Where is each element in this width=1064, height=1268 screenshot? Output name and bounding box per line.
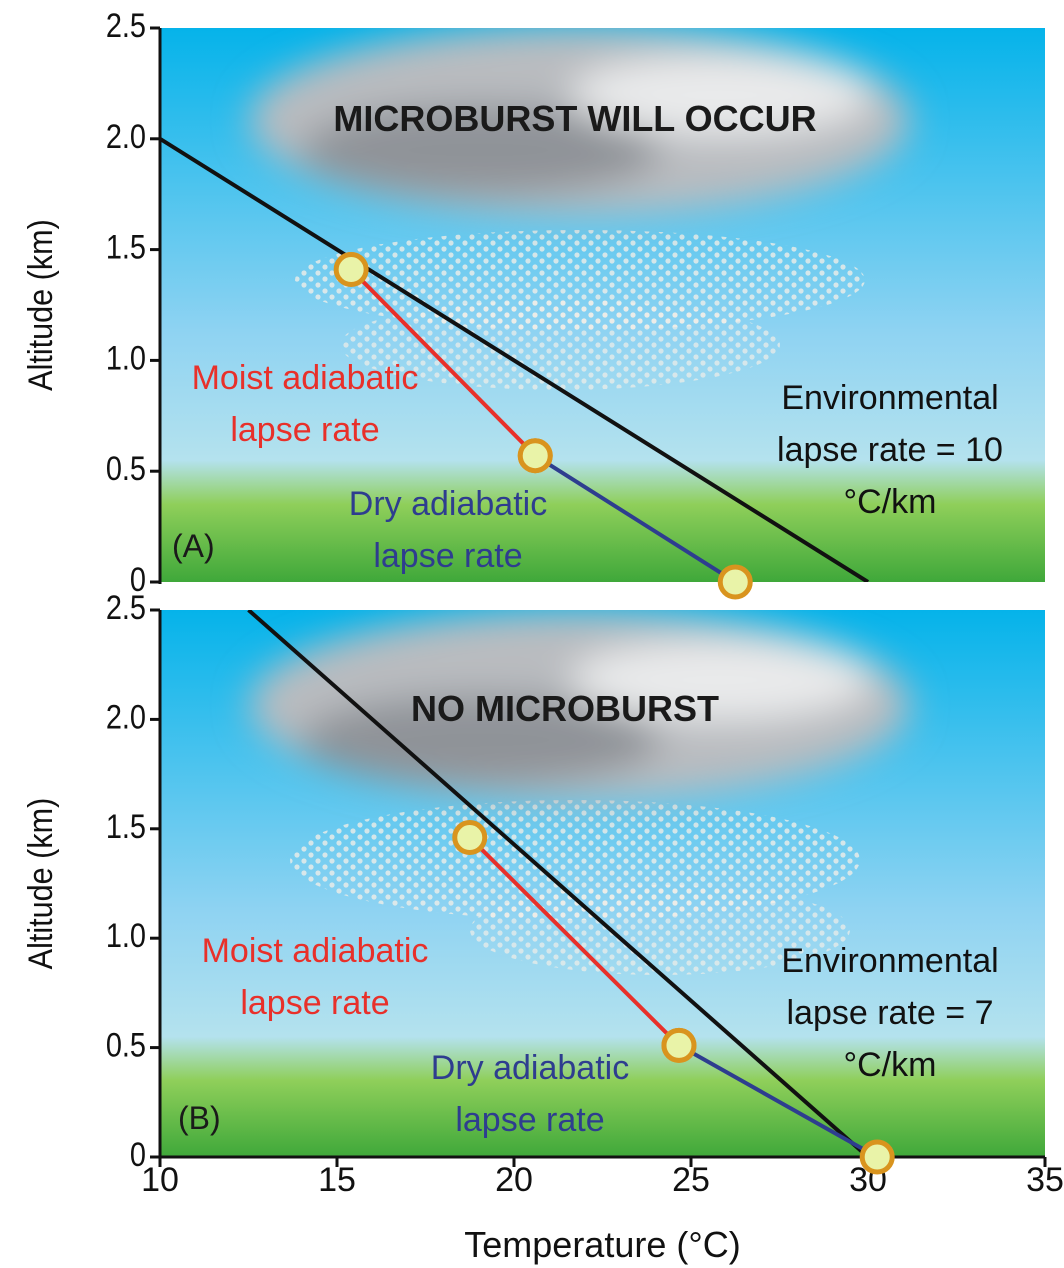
y-tick-label: 2.0 [106,697,146,736]
x-tick-label: 25 [672,1161,710,1199]
y-axis-label: Altitude (km) [22,798,60,970]
parcel-point [517,438,553,474]
y-tick-label: 2.0 [106,117,146,156]
x-tick-label: 15 [318,1161,356,1199]
lapse-line [349,268,537,458]
plot-lines [160,137,870,582]
series-label: Moist adiabatic lapse rate [201,932,429,1022]
parcel-point [452,820,488,856]
series-label: Environmental lapse rate = 10 °C/km [777,379,1003,521]
parcel-point [859,1139,895,1175]
y-tick-label: 0.5 [106,1025,146,1064]
y-tick-label: 1.5 [106,807,146,846]
x-tick-label: 20 [495,1161,533,1199]
series-label: Moist adiabatic lapse rate [191,359,419,449]
y-tick-label: 0 [130,1135,146,1174]
y-tick-label: 1.5 [106,227,146,266]
y-tick-label: 0 [130,560,146,599]
y-tick-label: 2.5 [106,588,146,627]
y-tick-label: 0.5 [106,449,146,488]
y-tick-label: 1.0 [106,338,146,377]
panel-background [160,610,1045,1157]
y-axis-label: Altitude (km) [22,219,60,391]
panel-title: NO MICROBURST [411,688,719,729]
lapse-line [534,453,737,582]
panel-label: (B) [178,1100,221,1136]
y-tick-label: 2.5 [106,6,146,45]
x-axis-label: Temperature (°C) [464,1224,740,1265]
panel-label: (A) [172,528,215,564]
lapse-line [247,610,870,1157]
panel-title: MICROBURST WILL OCCUR [333,98,817,139]
series-label: Dry adiabatic lapse rate [348,485,548,575]
plot-lines [247,610,879,1157]
parcel-point [717,564,753,600]
x-tick-label: 35 [1026,1161,1064,1199]
lapse-line [677,1043,879,1157]
x-tick-label: 10 [141,1161,179,1199]
parcel-point [661,1027,697,1063]
lapse-line [160,137,870,582]
series-label: Environmental lapse rate = 7 °C/km [781,942,999,1084]
series-label: Dry adiabatic lapse rate [430,1049,630,1139]
y-tick-label: 1.0 [106,916,146,955]
parcel-point [333,252,369,288]
lapse-line [468,836,681,1047]
